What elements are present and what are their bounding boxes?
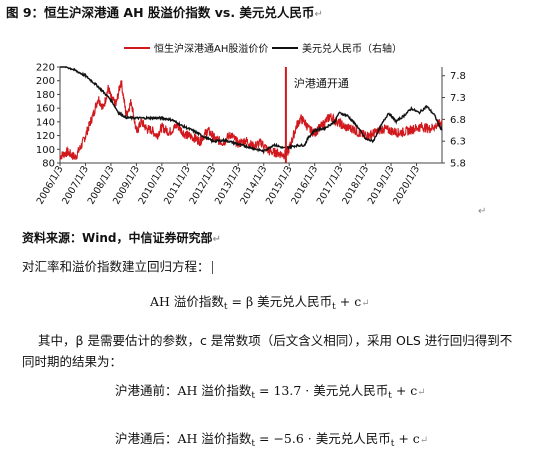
source-note: 资料来源：Wind，中信证券研究部↵ <box>22 229 221 246</box>
eq2-sub-a: t <box>251 391 256 401</box>
series-line-usdcny <box>60 66 443 155</box>
left-axis-tick-label: 100 <box>36 145 55 156</box>
left-axis-tick-label: 180 <box>36 90 55 101</box>
eq2-mid: = 13.7 · 美元兑人民币 <box>255 383 389 398</box>
equation-1: AH 溢价指数t = β 美元兑人民币t + c↵ <box>150 291 370 312</box>
eq2-lhs: 沪港通前：AH 溢价指数 <box>115 383 252 398</box>
eq3-rhs: + c <box>394 431 420 446</box>
legend-label-ah: 恒生沪深港通AH股溢价价 <box>154 42 268 55</box>
paragraph-mark: ↵ <box>314 9 323 20</box>
paragraph-mark: ↵ <box>478 206 486 217</box>
legend-label-usdcny: 美元兑人民币（右轴） <box>302 42 402 55</box>
text-cursor <box>211 261 213 274</box>
explain-line-2: 同时期的结果为： <box>22 351 122 370</box>
left-axis-tick-label: 80 <box>42 159 55 170</box>
figure-title: 图 9：恒生沪深港通 AH 股溢价指数 vs. 美元兑人民币↵ <box>6 2 323 21</box>
right-axis-tick-label: 5.8 <box>450 159 466 170</box>
left-axis-tick-label: 220 <box>36 63 55 74</box>
intro-text: 对汇率和溢价指数建立回归方程： <box>22 259 210 274</box>
eq1-mid: = β 美元兑人民币 <box>227 294 333 309</box>
equation-2: 沪港通前：AH 溢价指数t = 13.7 · 美元兑人民币t + c↵ <box>115 380 426 401</box>
paragraph-mark: ↵ <box>361 298 370 309</box>
left-axis-tick-label: 200 <box>36 76 55 87</box>
explain-text-1: 其中，β 是需要估计的参数，c 是常数项（后文含义相同），采用 OLS 进行回归… <box>38 333 513 348</box>
eq2-rhs: + c <box>391 383 418 398</box>
right-axis-tick-label: 7.8 <box>450 71 466 82</box>
eq1-lhs: AH 溢价指数 <box>150 294 224 309</box>
paragraph-mark: ↵ <box>419 435 429 446</box>
eq3-lhs: 沪港通后：AH 溢价指数 <box>115 431 252 446</box>
paragraph-mark: ↵ <box>417 387 426 398</box>
eq2-sub-b: t <box>388 391 392 401</box>
annotation-label: 沪港通开通 <box>294 76 349 90</box>
explain-line-1: 其中，β 是需要估计的参数，c 是常数项（后文含义相同），采用 OLS 进行回归… <box>38 330 512 349</box>
equation-3: 沪港通后：AH 溢价指数t = −5.6 · 美元兑人民币t + c↵ <box>115 428 428 449</box>
figure-title-text: 图 9：恒生沪深港通 AH 股溢价指数 vs. 美元兑人民币 <box>6 5 315 20</box>
left-axis-tick-label: 120 <box>36 131 55 142</box>
explain-text-2: 同时期的结果为： <box>22 354 123 369</box>
eq3-sub-a: t <box>251 439 256 449</box>
paragraph-mark: ↵ <box>212 234 221 245</box>
right-axis-tick-label: 6.8 <box>450 115 466 126</box>
ah-premium-vs-usdcny-chart: 恒生沪深港通AH股溢价价 美元兑人民币（右轴） 80 100 120 140 160 180 2… <box>35 42 487 217</box>
source-text: 资料来源：Wind，中信证券研究部 <box>22 231 213 245</box>
eq3-mid: = −5.6 · 美元兑人民币 <box>255 431 391 446</box>
right-axis-tick-label: 6.3 <box>450 137 466 148</box>
eq3-sub-b: t <box>390 439 395 449</box>
eq1-sub-a: t <box>223 302 228 312</box>
eq1-rhs: + c <box>335 294 362 309</box>
left-axis-tick-label: 160 <box>36 104 55 115</box>
intro-line: 对汇率和溢价指数建立回归方程： <box>22 256 213 275</box>
eq1-sub-b: t <box>332 302 336 312</box>
right-axis-tick-label: 7.3 <box>450 93 466 104</box>
left-axis-tick-label: 140 <box>36 117 55 128</box>
